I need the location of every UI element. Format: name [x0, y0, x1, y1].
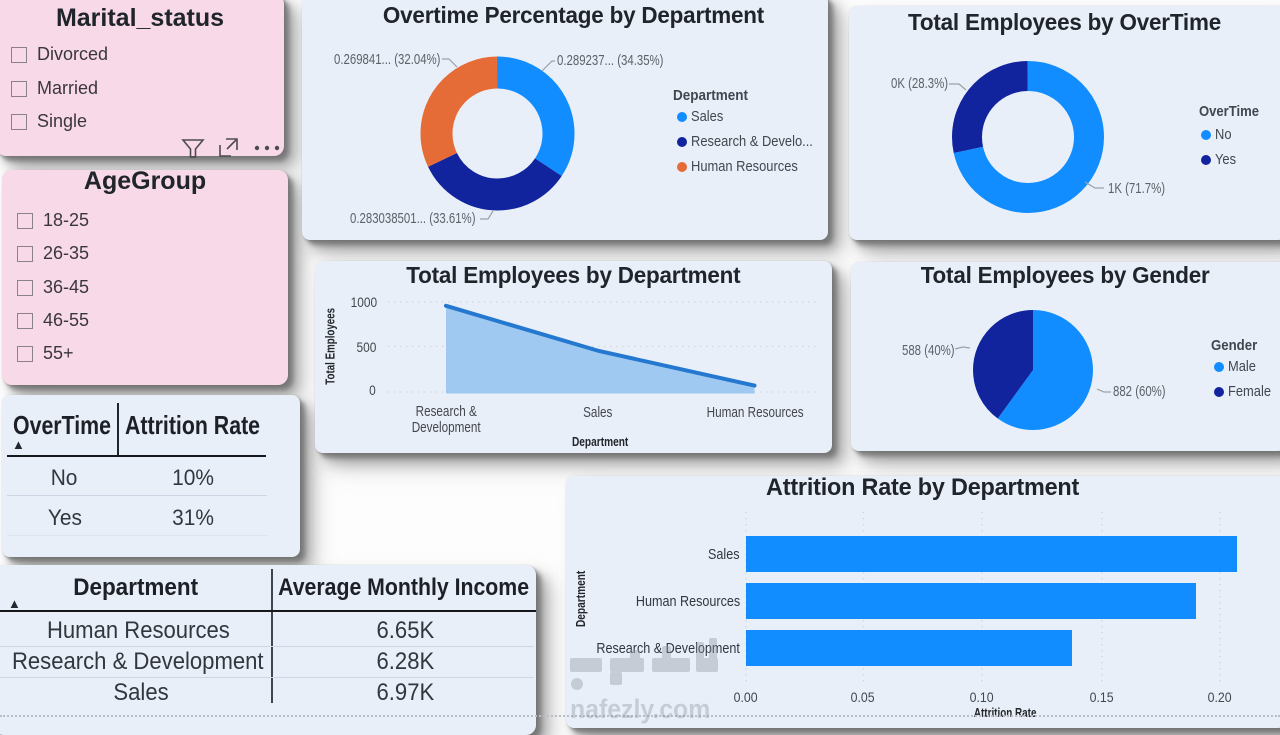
svg-text:nafezly.com: nafezly.com: [570, 695, 710, 724]
